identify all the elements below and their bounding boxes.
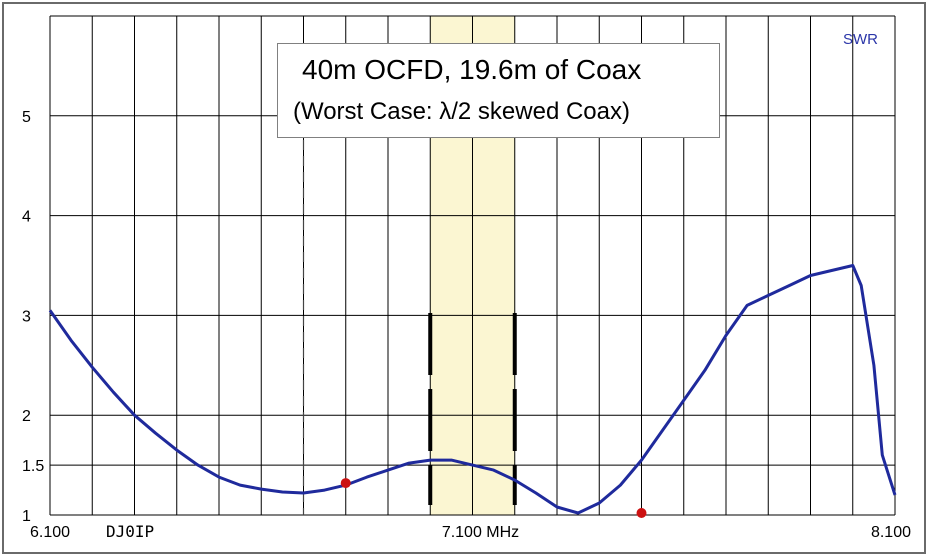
x-tick-label: 6.100: [30, 524, 70, 541]
y-tick-label: 1.5: [22, 458, 44, 475]
marker-layer: [302, 140, 517, 515]
x-tick-label: 8.100: [871, 524, 911, 541]
tick-layer: 1 1.5 2 3 4 5 6.100 7.100 MHz 8.100: [22, 109, 911, 541]
credit-label: DJ0IP: [106, 522, 154, 541]
y-tick-label: 2: [22, 408, 31, 425]
y-tick-label: 3: [22, 308, 31, 325]
y-tick-label: 5: [22, 109, 31, 126]
swr-series-line: [48, 264, 897, 515]
chart-subtitle: (Worst Case: λ/2 skewed Coax): [293, 98, 630, 125]
x-tick-label: 7.100 MHz: [442, 524, 519, 541]
chart-title: 40m OCFD, 19.6m of Coax: [302, 54, 642, 85]
series-layer: [48, 264, 897, 519]
y-tick-label: 1: [22, 508, 31, 525]
y-tick-label: 4: [22, 209, 31, 226]
legend-label: SWR: [843, 31, 878, 48]
swr-minimum-point: [340, 478, 351, 489]
swr-minimum-point: [636, 508, 647, 519]
title-box: 40m OCFD, 19.6m of Coax (Worst Case: λ/2…: [277, 43, 720, 138]
